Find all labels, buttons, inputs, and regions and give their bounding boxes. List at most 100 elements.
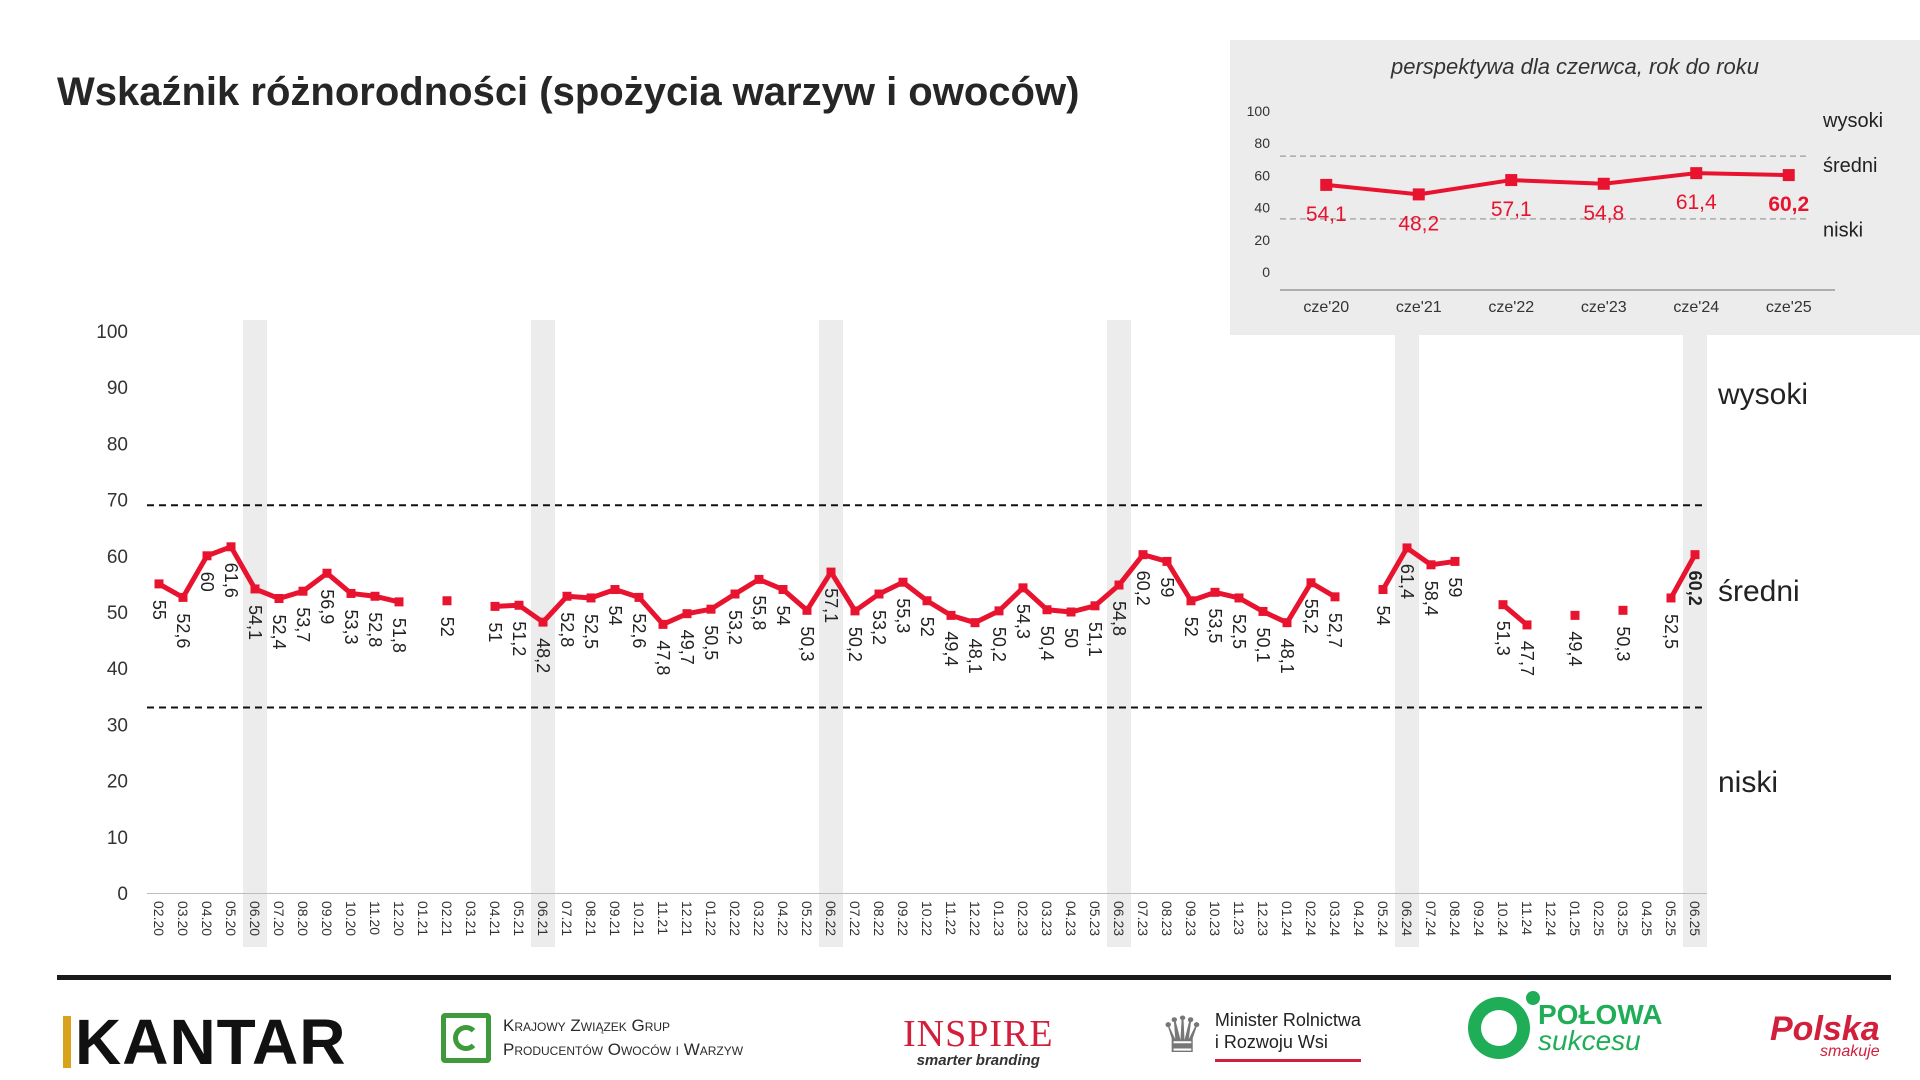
x-tick-label: 11.20: [367, 901, 383, 935]
kantar-logo-text: KANTAR: [75, 1006, 347, 1078]
data-label: 50,4: [1037, 626, 1057, 661]
inset-x-tick-label: cze'25: [1766, 299, 1812, 316]
x-tick-label: 02.21: [439, 901, 455, 936]
series-point: [370, 591, 380, 601]
series-point: [682, 609, 692, 619]
x-tick-label: 11.22: [943, 901, 959, 935]
x-tick-label: 10.21: [631, 901, 647, 936]
inset-data-label: 54,1: [1306, 203, 1347, 226]
x-tick-label: 06.21: [535, 901, 551, 936]
x-tick-label: 04.23: [1063, 901, 1079, 936]
series-point: [1162, 556, 1172, 566]
x-tick-label: 05.23: [1087, 901, 1103, 936]
series-point: [298, 586, 308, 596]
data-label: 50,1: [1253, 627, 1273, 662]
series-point: [898, 577, 908, 587]
inset-series-point: [1412, 188, 1425, 201]
x-tick-label: 12.20: [391, 901, 407, 936]
series-point: [730, 589, 740, 599]
inset-x-tick-label: cze'24: [1673, 299, 1719, 316]
inset-series-point: [1597, 177, 1610, 190]
inset-x-tick-label: cze'21: [1396, 299, 1442, 316]
x-tick-label: 04.24: [1351, 901, 1367, 936]
series-point: [922, 596, 932, 606]
x-tick-label: 05.25: [1663, 901, 1679, 936]
data-label: 50,2: [845, 627, 865, 662]
x-tick-label: 02.25: [1591, 901, 1607, 936]
inset-data-label: 54,8: [1583, 202, 1624, 225]
inset-data-label: 61,4: [1676, 191, 1717, 214]
x-tick-label: 08.20: [295, 901, 311, 936]
data-label: 52,5: [1661, 614, 1681, 649]
series-point: [562, 591, 572, 601]
ministry-logo-line2: i Rozwoju Wsi: [1214, 1031, 1328, 1052]
data-label: 53,2: [725, 610, 745, 645]
series-point: [610, 585, 620, 595]
inset-y-tick-label: 40: [1254, 200, 1270, 216]
data-label: 55,2: [1301, 599, 1321, 634]
x-tick-label: 06.20: [247, 901, 263, 936]
x-tick-label: 12.23: [1255, 901, 1271, 936]
y-tick-label: 60: [107, 547, 128, 568]
y-tick-label: 90: [107, 378, 128, 399]
data-label: 54: [773, 606, 793, 626]
inset-band-label: niski: [1823, 220, 1863, 242]
footer-divider: [57, 975, 1891, 980]
inset-x-tick-label: cze'20: [1303, 299, 1349, 316]
series-point: [1498, 600, 1508, 610]
data-label: 52,4: [269, 615, 289, 650]
data-label: 50,3: [797, 626, 817, 661]
polowa-logo-icon: [1468, 991, 1540, 1059]
inspire-logo: INSPIRE smarter branding: [903, 1012, 1054, 1069]
june-highlight-band: [1683, 320, 1707, 947]
data-label: 49,4: [941, 631, 961, 666]
x-tick-label: 03.24: [1327, 901, 1343, 936]
data-label: 52: [437, 617, 457, 637]
inset-series-point: [1320, 178, 1333, 191]
inset-x-tick-label: cze'22: [1488, 299, 1534, 316]
series-point: [1018, 583, 1028, 593]
band-label: wysoki: [1717, 378, 1808, 411]
series-point: [1186, 596, 1196, 606]
inset-series-point: [1690, 167, 1703, 180]
data-label: 53,7: [293, 607, 313, 642]
data-label: 52: [917, 617, 937, 637]
x-tick-label: 09.24: [1471, 901, 1487, 936]
inset-x-tick-label: cze'23: [1581, 299, 1627, 316]
x-tick-label: 08.24: [1447, 901, 1463, 936]
x-tick-label: 06.25: [1687, 901, 1703, 936]
polska-smakuje-logo: Polska smakuje: [1770, 1010, 1880, 1061]
kzgp-logo-icon: [441, 1013, 491, 1063]
y-tick-label: 0: [117, 884, 128, 905]
x-tick-label: 10.23: [1207, 901, 1223, 936]
x-tick-label: 07.22: [847, 901, 863, 936]
polowa-sukcesu-logo: POŁOWA sukcesu: [1468, 991, 1662, 1059]
series-point: [1666, 593, 1676, 603]
x-tick-label: 07.23: [1135, 901, 1151, 936]
x-tick-label: 08.22: [871, 901, 887, 936]
data-label: 51,1: [1085, 622, 1105, 657]
series-point: [1690, 550, 1700, 560]
series-point: [154, 579, 164, 589]
x-tick-label: 05.21: [511, 901, 527, 936]
x-tick-label: 07.20: [271, 901, 287, 936]
inset-y-tick-label: 60: [1254, 167, 1270, 183]
series-point: [874, 589, 884, 599]
band-label: niski: [1718, 766, 1778, 799]
june-highlight-band: [819, 320, 843, 947]
x-tick-label: 01.24: [1279, 901, 1295, 936]
x-tick-label: 01.23: [991, 901, 1007, 936]
series-point: [1258, 606, 1268, 616]
data-label: 54: [605, 606, 625, 626]
x-tick-label: 03.21: [463, 901, 479, 936]
x-tick-label: 07.21: [559, 901, 575, 936]
series-point: [826, 567, 836, 577]
kzgp-logo-line1: Krajowy Związek Grup: [503, 1016, 671, 1035]
series-point: [1522, 620, 1532, 630]
june-highlight-band: [531, 320, 555, 947]
y-tick-label: 100: [96, 322, 128, 343]
x-tick-label: 01.22: [703, 901, 719, 936]
data-label: 61,4: [1397, 564, 1417, 599]
x-tick-label: 09.23: [1183, 901, 1199, 936]
y-tick-label: 50: [107, 603, 128, 624]
